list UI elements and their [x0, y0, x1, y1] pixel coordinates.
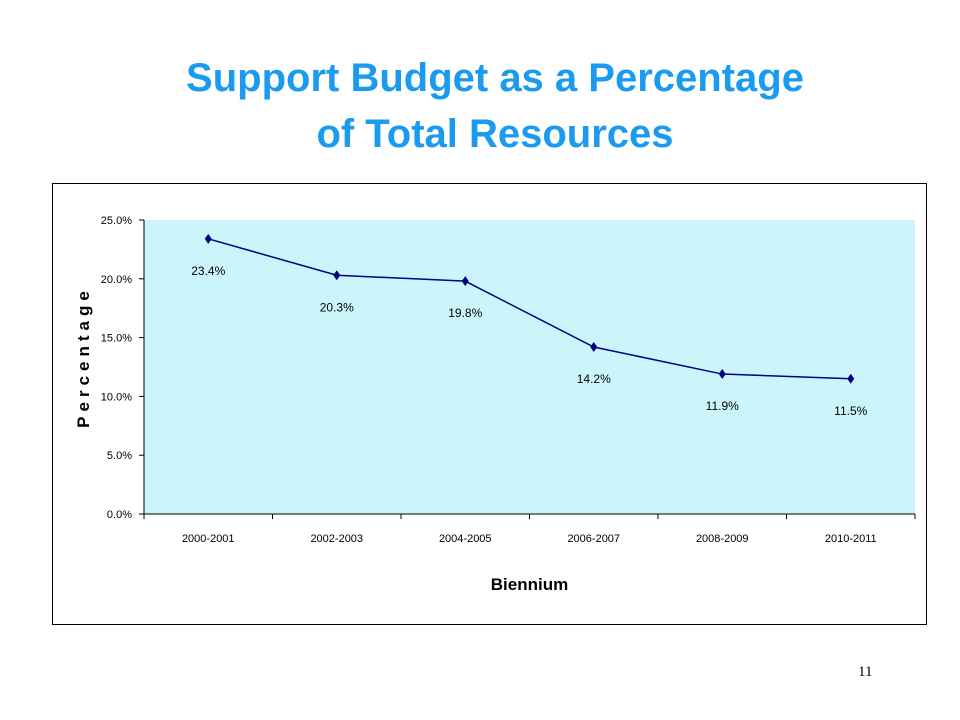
data-label: 19.8% [448, 306, 482, 320]
y-tick-label: 0.0% [107, 509, 132, 521]
data-point-marker [333, 270, 341, 281]
series-group: 23.4% 20.3% 19.8% 14.2% 11.9% 11.5% [191, 233, 868, 418]
slide-title-line-2: of Total Resources [316, 112, 674, 156]
slide-title-line-1: Support Budget as a Percentage [186, 56, 804, 100]
slide-title: Support Budget as a Percentage of Total … [0, 50, 960, 162]
y-axis: 0.0% 5.0% 10.0% 15.0% 20.0% 25.0% [101, 215, 145, 521]
x-axis-title: Biennium [491, 575, 568, 594]
y-tick-label: 20.0% [101, 274, 132, 286]
chart-frame: 0.0% 5.0% 10.0% 15.0% 20.0% 25.0% 2000-2001 20… [52, 183, 927, 625]
data-label: 23.4% [191, 264, 225, 278]
x-tick-label: 2006-2007 [567, 533, 620, 545]
plot-area [144, 220, 915, 514]
data-label: 11.5% [834, 404, 867, 418]
data-label: 11.9% [706, 399, 739, 413]
data-point-marker [847, 373, 855, 384]
data-label: 14.2% [577, 372, 611, 386]
y-tick-label: 10.0% [101, 391, 132, 403]
x-tick-label: 2008-2009 [696, 533, 749, 545]
y-tick-label: 15.0% [101, 333, 132, 345]
y-tick-label: 25.0% [101, 215, 132, 227]
x-tick-label: 2002-2003 [310, 533, 363, 545]
line-chart: 0.0%5.0%10.0%15.0%20.0%25.0% 2000-2001 20… [74, 215, 916, 594]
series-line [208, 238, 851, 380]
y-tick-label: 5.0% [107, 450, 132, 462]
data-point-marker [204, 233, 212, 244]
x-tick-label: 2004-2005 [439, 533, 492, 545]
data-label: 20.3% [320, 300, 354, 314]
y-axis-title: Percentage [74, 286, 93, 428]
x-tick-label: 2010-2011 [825, 533, 877, 545]
page-number: 11 [858, 664, 873, 680]
x-tick-label: 2000-2001 [182, 533, 235, 545]
x-axis: 2000-2001 2002-2003 2004-2005 2006-2007 2008… [143, 513, 916, 545]
data-point-marker [590, 342, 598, 353]
data-point-marker [718, 369, 726, 380]
data-point-marker [461, 276, 469, 287]
